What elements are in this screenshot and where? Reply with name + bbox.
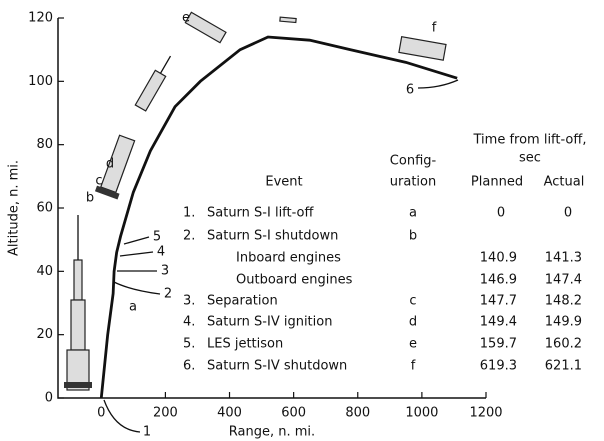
table-cell: 621.1 [545, 359, 582, 374]
y-tick-label: 20 [36, 327, 53, 342]
table-cell: 147.7 [480, 294, 517, 309]
event-marker: 5 [153, 230, 161, 245]
table-cell: a [409, 206, 417, 221]
event-arrow [417, 79, 459, 89]
table-cell: e [409, 337, 417, 352]
table-cell: d [409, 315, 417, 330]
table-cell: Saturn S-I shutdown [207, 229, 338, 244]
event-arrow [113, 281, 161, 295]
x-tick-label: 400 [217, 406, 242, 421]
rocket-illustrations [64, 11, 447, 391]
event-arrow [103, 399, 141, 433]
table-cell: 146.9 [480, 273, 517, 288]
table-cell: Saturn S-IV shutdown [207, 359, 347, 374]
x-tick-label: 0 [97, 406, 105, 421]
table-cell: 160.2 [545, 337, 582, 352]
event-arrow [123, 236, 150, 245]
table-cell: Separation [207, 294, 278, 309]
table-cell: 147.4 [545, 273, 582, 288]
y-tick-label: 60 [36, 201, 53, 216]
y-tick-label: 80 [36, 137, 53, 152]
configuration-label: c [95, 174, 102, 189]
table-cell: Outboard engines [236, 273, 353, 288]
table-cell: Saturn S-IV ignition [207, 315, 332, 330]
table-cell: 5. [183, 337, 195, 352]
y-tick-label: 120 [28, 11, 53, 26]
event-marker: 6 [406, 83, 414, 98]
table-cell: 2. [183, 229, 195, 244]
table-cell: b [409, 229, 417, 244]
y-tick-label: 40 [36, 264, 53, 279]
x-tick-label: 1200 [469, 406, 502, 421]
x-tick-label: 200 [153, 406, 178, 421]
table-cell: Saturn S-I lift-off [207, 206, 315, 221]
table-cell: 1. [183, 206, 195, 221]
configuration-label: b [86, 191, 94, 206]
configuration-label: f [432, 21, 437, 36]
table-header: Planned [471, 175, 523, 190]
trajectory-line [99, 35, 458, 399]
event-marker: 1 [143, 425, 151, 440]
y-tick-label: 100 [28, 74, 53, 89]
table-cell: f [411, 359, 416, 374]
event-arrow [119, 251, 154, 257]
table-header: sec [519, 151, 541, 166]
configuration-label: e [182, 11, 190, 26]
table-cell: 6. [183, 359, 195, 374]
table-cell: 149.4 [480, 315, 517, 330]
table-cell: c [409, 294, 416, 309]
y-axis-label: Altitude, n. mi. [7, 160, 22, 256]
table-cell: LES jettison [207, 337, 283, 352]
table-cell: 3. [183, 294, 195, 309]
configuration-label: d [106, 157, 114, 172]
x-tick-label: 800 [345, 406, 370, 421]
table-header: Event [265, 175, 302, 190]
event-marker: 3 [161, 264, 169, 279]
event-marker: 4 [157, 245, 165, 260]
event-marker: 2 [164, 287, 172, 302]
table-cell: 619.3 [480, 359, 517, 374]
table-cell: 141.3 [545, 251, 582, 266]
table-cell: 4. [183, 315, 195, 330]
table-cell: 0 [497, 206, 505, 221]
table-cell: 159.7 [480, 337, 517, 352]
x-tick-label: 600 [281, 406, 306, 421]
table-header: Time from lift-off, [473, 133, 587, 148]
table-cell: 149.9 [545, 315, 582, 330]
table-header: Config- [390, 154, 437, 169]
x-tick-label: 1000 [405, 406, 438, 421]
table-cell: 140.9 [480, 251, 517, 266]
table-cell: 148.2 [545, 294, 582, 309]
y-tick-label: 0 [45, 391, 53, 406]
table-header: uration [390, 175, 436, 190]
table-cell: Inboard engines [236, 251, 341, 266]
configuration-label: a [129, 300, 137, 315]
table-header: Actual [544, 175, 585, 190]
x-axis-label: Range, n. mi. [229, 425, 315, 440]
table-cell: 0 [564, 206, 572, 221]
